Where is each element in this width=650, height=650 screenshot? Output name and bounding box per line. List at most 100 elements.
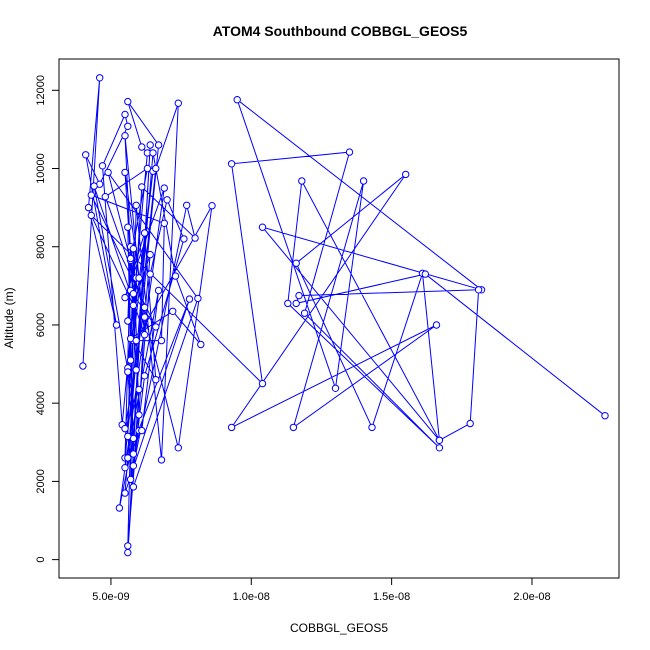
data-point: [191, 234, 199, 242]
data-point: [90, 182, 98, 190]
data-point: [140, 372, 149, 380]
series-line: [82, 77, 606, 553]
data-point: [101, 193, 110, 201]
y-tick-label: 8000: [35, 234, 47, 258]
data-point: [160, 184, 169, 192]
data-point: [359, 177, 368, 185]
data-point: [138, 426, 146, 435]
data-point: [124, 432, 132, 441]
data-point: [146, 141, 154, 149]
data-point: [208, 202, 216, 210]
data-point: [121, 293, 129, 302]
data-point: [104, 168, 112, 177]
data-point: [154, 286, 163, 295]
x-tick-label: 1.5e-08: [373, 591, 410, 603]
data-point: [132, 336, 140, 345]
data-point: [121, 168, 129, 177]
data-point: [174, 99, 183, 107]
y-tick-label: 4000: [35, 391, 47, 415]
data-point: [474, 286, 483, 294]
data-point: [157, 456, 166, 464]
data-point: [138, 143, 146, 151]
data-point: [180, 235, 188, 243]
x-tick-label: 5.0e-09: [92, 591, 129, 603]
data-point: [185, 295, 194, 303]
data-point: [298, 177, 306, 185]
data-point: [432, 321, 441, 329]
data-point: [124, 454, 132, 462]
data-point: [345, 148, 354, 156]
data-point: [132, 366, 140, 374]
data-point: [227, 423, 236, 432]
y-axis-label: Altitude (m): [2, 287, 16, 348]
data-point: [435, 436, 444, 444]
data-point: [421, 270, 429, 278]
data-point: [140, 229, 149, 237]
data-point: [135, 385, 143, 394]
data-point: [129, 290, 138, 298]
data-point: [124, 548, 132, 557]
data-point: [132, 201, 140, 210]
data-point: [87, 191, 96, 199]
data-point: [138, 183, 146, 191]
data-point: [124, 368, 132, 376]
data-point: [152, 164, 160, 173]
data-point: [284, 299, 292, 308]
y-axis: 0 2000 4000 6000 8000 10000 12000: [35, 75, 60, 563]
y-tick-label: 6000: [35, 313, 47, 337]
data-point: [140, 331, 149, 339]
data-point: [129, 301, 138, 310]
data-point: [143, 164, 152, 173]
data-point: [82, 151, 90, 159]
data-point: [146, 270, 154, 278]
data-point: [121, 464, 129, 472]
data-point: [466, 419, 474, 428]
data-point: [124, 542, 132, 550]
data-point: [258, 379, 267, 388]
data-point: [258, 223, 267, 231]
data-point: [292, 299, 300, 308]
y-tick-label: 0: [35, 557, 47, 563]
series-layer: [79, 74, 609, 557]
data-point: [124, 97, 132, 106]
data-point: [124, 122, 132, 131]
data-point: [129, 483, 138, 491]
y-tick-label: 12000: [35, 75, 47, 106]
data-point: [197, 340, 205, 349]
data-point: [121, 424, 129, 433]
data-point: [87, 211, 96, 220]
data-point: [233, 96, 241, 104]
data-point: [174, 444, 183, 452]
data-point: [121, 132, 129, 140]
data-point: [152, 376, 160, 384]
data-point: [331, 384, 340, 392]
x-axis: 5.0e-09 1.0e-08 1.5e-08 2.0e-08: [92, 577, 551, 603]
data-point: [98, 162, 107, 170]
x-tick-label: 2.0e-08: [513, 591, 550, 603]
data-point: [152, 323, 160, 331]
data-point: [183, 201, 191, 210]
data-point: [115, 504, 124, 512]
data-point: [160, 219, 169, 228]
data-point: [154, 141, 163, 149]
data-point: [121, 110, 129, 119]
data-point: [126, 254, 135, 263]
data-point: [601, 412, 609, 420]
data-point: [402, 170, 410, 179]
data-point: [112, 321, 121, 329]
data-point: [289, 423, 298, 432]
data-point: [171, 272, 180, 280]
data-point: [163, 196, 171, 204]
data-point: [126, 356, 135, 364]
data-point: [96, 74, 104, 82]
data-point: [295, 291, 303, 300]
data-point: [149, 149, 157, 157]
y-tick-label: 10000: [35, 153, 47, 184]
data-point: [140, 313, 149, 321]
data-point: [129, 462, 138, 470]
data-point: [194, 294, 202, 303]
data-point: [124, 317, 132, 325]
data-point: [169, 307, 177, 315]
chart-title: ATOM4 Southbound COBBGL_GEOS5: [213, 23, 468, 39]
data-point: [435, 444, 444, 452]
